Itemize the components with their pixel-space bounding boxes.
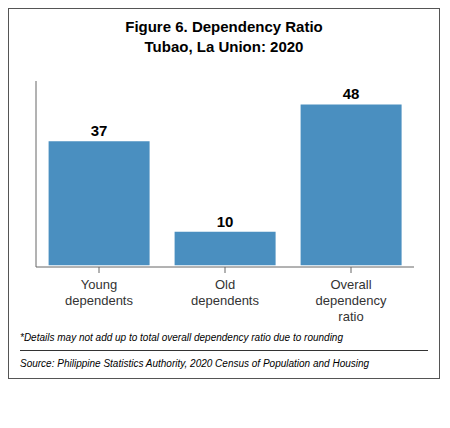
svg-text:37: 37 (91, 122, 108, 139)
html-text:Tubao, La Union: 2020: Tubao, La Union: 2020 (144, 38, 304, 55)
html-text:*Details may not add up to tot: *Details may not add up to total overall… (20, 332, 343, 343)
svg-text:Overalldependencyratio: Overalldependencyratio (316, 277, 387, 324)
svg-text:10: 10 (217, 213, 234, 230)
html-text:Source: Philippine Statistics: Source: Philippine Statistics Authority,… (20, 358, 370, 369)
svg-text:Youngdependents: Youngdependents (65, 277, 133, 308)
svg-text:Olddependents: Olddependents (191, 277, 259, 308)
svg-text:48: 48 (343, 85, 360, 102)
html-text:Figure 6. Dependency Ratio: Figure 6. Dependency Ratio (125, 18, 323, 35)
